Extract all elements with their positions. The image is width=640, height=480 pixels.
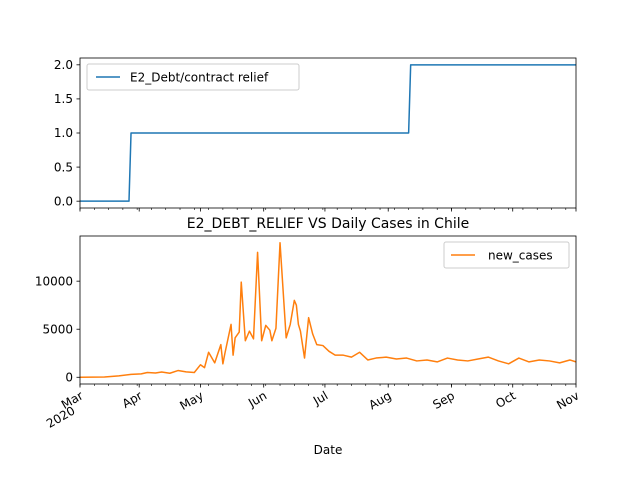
bottom-y-tick-label: 10000 bbox=[35, 274, 73, 288]
top-y-ticks: 0.0 0.5 1.0 1.5 2.0 bbox=[54, 58, 80, 208]
top-x-ticks bbox=[79, 208, 577, 212]
top-y-tick-label: 1.0 bbox=[54, 126, 73, 140]
bottom-y-tick-label: 0 bbox=[65, 370, 73, 384]
top-axes: 0.0 0.5 1.0 1.5 2.0 E2_Debt/contract relief bbox=[54, 57, 577, 212]
bottom-series-line bbox=[79, 241, 577, 379]
top-legend: E2_Debt/contract relief bbox=[86, 63, 300, 91]
bottom-x-tick-label: Jun bbox=[245, 388, 269, 410]
top-y-tick-label: 0.0 bbox=[54, 194, 73, 208]
bottom-y-ticks: 0 5000 10000 bbox=[35, 274, 80, 384]
bottom-legend-label: new_cases bbox=[488, 249, 553, 263]
bottom-x-tick-label: Nov bbox=[554, 388, 581, 412]
bottom-x-tick-label: Jul bbox=[310, 388, 330, 408]
top-y-tick-label: 2.0 bbox=[54, 58, 73, 72]
bottom-x-tick-year-label: 2020 bbox=[44, 403, 77, 430]
top-plot-marks bbox=[80, 64, 576, 202]
bottom-x-tick-label: May bbox=[177, 388, 205, 413]
bottom-x-tick-label: Sep bbox=[430, 388, 457, 411]
bottom-x-tick-label: Apr bbox=[120, 388, 145, 411]
bottom-plot-marks bbox=[79, 241, 577, 379]
bottom-y-tick-label: 5000 bbox=[42, 322, 73, 336]
bottom-chart-title: E2_DEBT_RELIEF VS Daily Cases in Chile bbox=[187, 216, 469, 232]
bottom-x-tick-label: Aug bbox=[366, 388, 393, 412]
bottom-x-axis-label: Date bbox=[314, 443, 343, 457]
top-legend-label: E2_Debt/contract relief bbox=[130, 71, 269, 85]
bottom-legend-box bbox=[443, 241, 570, 269]
top-series-line bbox=[80, 64, 576, 202]
bottom-axes-frame bbox=[79, 235, 577, 385]
top-y-tick-label: 1.5 bbox=[54, 92, 73, 106]
bottom-x-tick-label: Oct bbox=[493, 388, 518, 411]
top-legend-box bbox=[86, 63, 300, 91]
bottom-axes: E2_DEBT_RELIEF VS Daily Cases in Chile 0… bbox=[35, 216, 582, 457]
bottom-legend: new_cases bbox=[443, 241, 570, 269]
top-y-tick-label: 0.5 bbox=[54, 160, 73, 174]
